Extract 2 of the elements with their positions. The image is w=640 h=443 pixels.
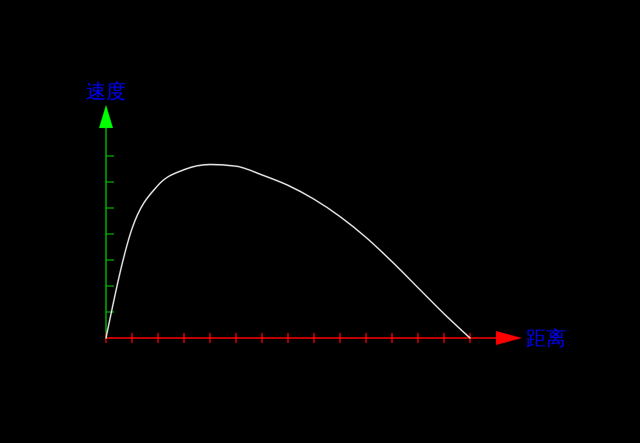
y-axis-title: 速度 [86, 79, 126, 103]
x-axis-title: 距离 [526, 326, 566, 350]
